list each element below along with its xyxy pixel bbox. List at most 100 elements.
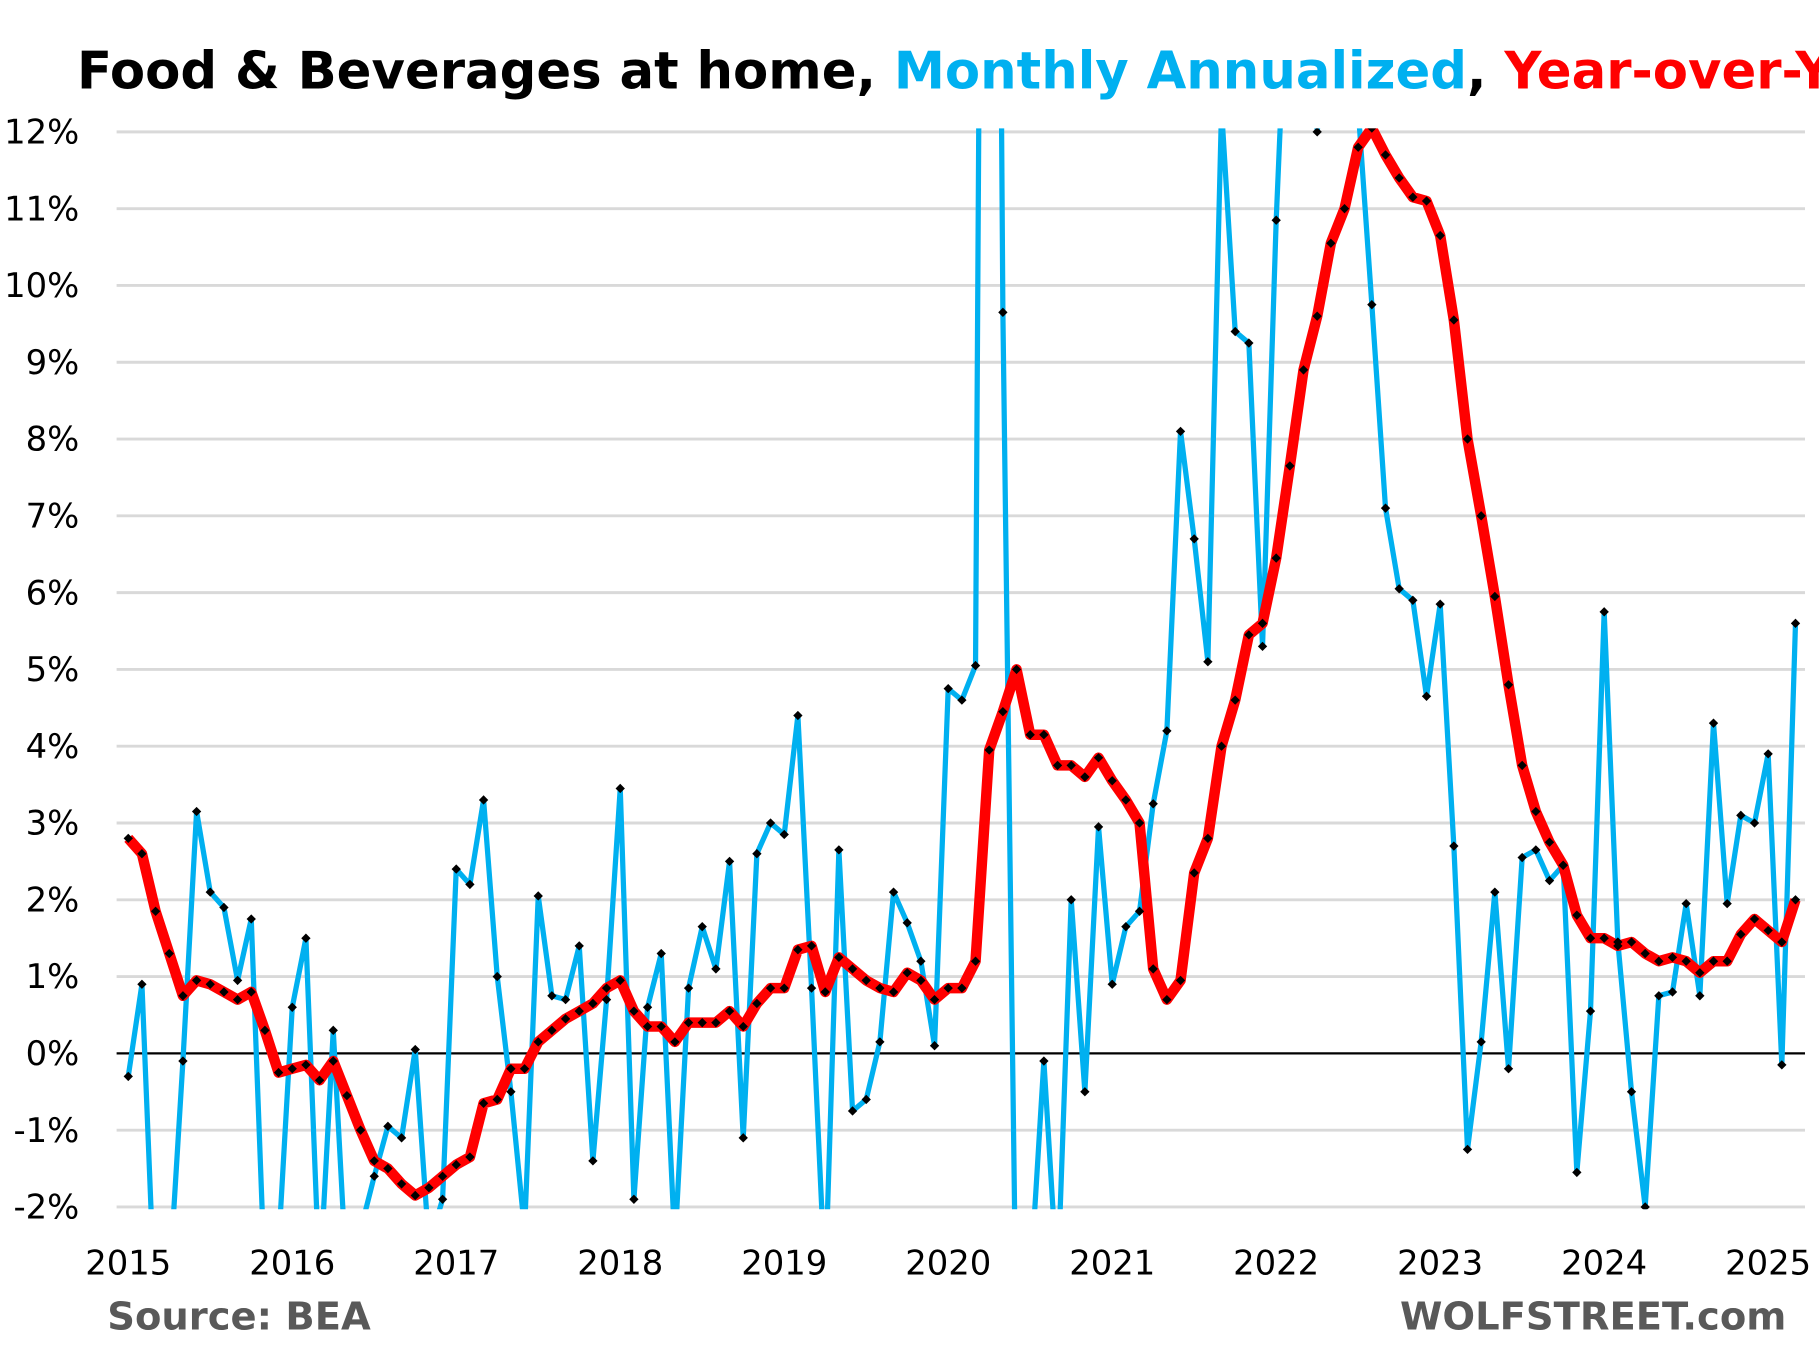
yoy-point — [888, 987, 899, 997]
x-tick-label: 2022 — [1233, 1244, 1319, 1283]
monthly-point — [342, 1279, 351, 1288]
y-tick-label: 3% — [26, 804, 80, 843]
monthly-point — [615, 783, 625, 794]
title-part-main: Food & Beverages at home, — [77, 42, 894, 102]
yoy-point — [820, 987, 830, 997]
monthly-point — [1777, 1060, 1787, 1070]
monthly-point — [301, 933, 311, 943]
yoy-point — [410, 1190, 420, 1201]
monthly-point — [1148, 799, 1158, 809]
yoy-point — [1613, 941, 1623, 951]
monthly-point — [1476, 1037, 1486, 1047]
yoy-point — [615, 975, 625, 986]
x-tick-label: 2024 — [1561, 1244, 1647, 1283]
yoy-point — [1435, 230, 1445, 241]
monthly-point — [1708, 718, 1719, 728]
monthly-point — [478, 795, 489, 805]
yoy-point — [314, 1075, 325, 1085]
monthly-point — [806, 983, 817, 993]
yoy-point — [984, 745, 994, 755]
yoy-point — [1298, 365, 1309, 375]
chart-title: Food & Beverages at home, Monthly Annual… — [77, 42, 1819, 102]
monthly-point — [178, 1056, 188, 1066]
monthly-point — [465, 879, 475, 890]
yoy-point — [1011, 664, 1022, 675]
monthly-point — [1408, 595, 1418, 605]
y-tick-label: 0% — [26, 1034, 80, 1073]
y-tick-label: 7% — [26, 496, 80, 535]
monthly-point — [724, 856, 735, 867]
monthly-point — [1626, 1087, 1637, 1097]
yoy-point — [1640, 948, 1650, 959]
y-tick-label: 11% — [4, 189, 79, 228]
yoy-point — [793, 945, 803, 955]
monthly-point — [1640, 1202, 1650, 1210]
y-tick-label: 8% — [26, 420, 80, 459]
monthly-point — [1053, 1279, 1062, 1288]
yoy-point — [1626, 937, 1637, 947]
yoy-point — [1408, 192, 1418, 202]
yoy-point — [1777, 937, 1787, 947]
title-part-sep: , — [1467, 42, 1504, 102]
monthly-point — [779, 829, 789, 840]
yoy-point — [1162, 994, 1172, 1005]
yoy-point — [424, 1183, 434, 1193]
monthly-point — [957, 695, 967, 705]
monthly-point — [1681, 898, 1691, 909]
monthly-point — [437, 1194, 448, 1204]
monthly-point — [1394, 584, 1404, 594]
monthly-point — [1039, 1056, 1049, 1066]
yoy-point — [1517, 760, 1527, 771]
yoy-point — [219, 987, 229, 997]
monthly-point — [328, 1025, 338, 1036]
yoy-point — [1312, 311, 1322, 321]
yoy-point — [383, 1163, 393, 1174]
yoy-point — [1585, 933, 1596, 943]
x-tick-label: 2017 — [413, 1244, 499, 1283]
monthly-point — [492, 971, 502, 982]
monthly-point — [1134, 906, 1145, 916]
yoy-line — [124, 128, 1801, 1201]
monthly-point — [1312, 128, 1322, 137]
y-tick-label: 10% — [4, 266, 79, 305]
monthly-point — [1026, 1279, 1035, 1288]
monthly-point — [1354, 104, 1363, 113]
yoy-point — [1736, 929, 1746, 940]
yoy-point — [670, 1037, 680, 1047]
y-tick-label: 12% — [4, 113, 79, 152]
monthly-point — [1230, 326, 1240, 337]
monthly-point — [1585, 1006, 1596, 1016]
monthly-point — [1517, 852, 1527, 863]
yoy-point — [724, 1006, 735, 1016]
y-tick-label: 2% — [26, 880, 80, 919]
monthly-point — [1080, 1087, 1090, 1097]
monthly-point — [834, 845, 844, 855]
y-tick-label: 5% — [26, 650, 80, 689]
title-part-monthly: Monthly Annualized — [894, 42, 1467, 102]
yoy-point — [1230, 695, 1240, 705]
monthly-point — [451, 864, 461, 874]
yoy-point — [1476, 511, 1486, 521]
monthly-point — [1244, 338, 1254, 348]
monthly-point — [1421, 691, 1432, 701]
x-tick-label: 2021 — [1069, 1244, 1155, 1283]
monthly-point — [683, 983, 694, 993]
monthly-point — [902, 918, 912, 928]
yoy-point — [1462, 434, 1473, 444]
monthly-point — [642, 1002, 653, 1012]
monthly-point — [1189, 534, 1199, 544]
yoy-point — [957, 983, 967, 993]
yoy-point — [1572, 910, 1582, 920]
yoy-point — [1394, 173, 1404, 183]
yoy-point — [1449, 315, 1459, 325]
monthly-point — [1531, 845, 1541, 855]
monthly-point — [1695, 991, 1705, 1001]
yoy-point — [1039, 730, 1049, 740]
monthly-point — [1162, 726, 1172, 736]
monthly-point — [1790, 618, 1801, 629]
yoy-point — [1353, 142, 1363, 152]
monthly-point — [1217, 104, 1226, 113]
y-tick-label: 9% — [26, 343, 80, 382]
yoy-point — [1749, 914, 1760, 924]
